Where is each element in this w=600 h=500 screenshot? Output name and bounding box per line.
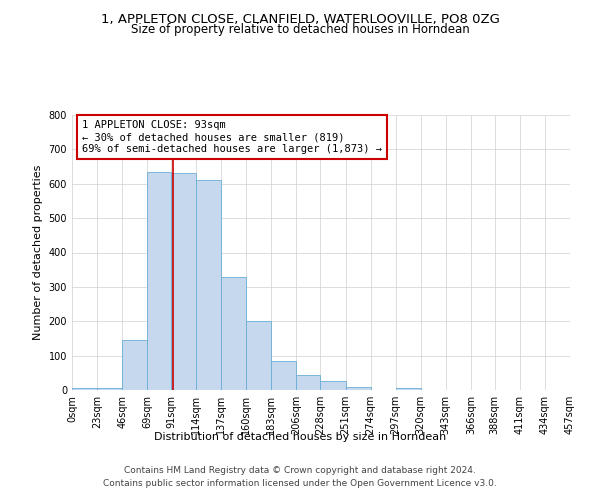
Text: Distribution of detached houses by size in Horndean: Distribution of detached houses by size … — [154, 432, 446, 442]
Bar — [122, 340, 147, 390]
Bar — [395, 388, 421, 390]
Bar — [171, 174, 196, 390]
Text: Size of property relative to detached houses in Horndean: Size of property relative to detached ho… — [131, 22, 469, 36]
Bar — [221, 276, 247, 390]
Text: 1 APPLETON CLOSE: 93sqm
← 30% of detached houses are smaller (819)
69% of semi-d: 1 APPLETON CLOSE: 93sqm ← 30% of detache… — [82, 120, 382, 154]
Bar — [247, 322, 271, 390]
Bar — [97, 388, 122, 390]
Text: 1, APPLETON CLOSE, CLANFIELD, WATERLOOVILLE, PO8 0ZG: 1, APPLETON CLOSE, CLANFIELD, WATERLOOVI… — [101, 12, 499, 26]
Bar — [147, 172, 171, 390]
Bar — [271, 361, 296, 390]
Bar — [346, 386, 371, 390]
Bar — [320, 382, 346, 390]
Y-axis label: Number of detached properties: Number of detached properties — [33, 165, 43, 340]
Bar — [296, 374, 320, 390]
Bar — [72, 388, 97, 390]
Text: Contains HM Land Registry data © Crown copyright and database right 2024.
Contai: Contains HM Land Registry data © Crown c… — [103, 466, 497, 487]
Bar — [196, 180, 221, 390]
